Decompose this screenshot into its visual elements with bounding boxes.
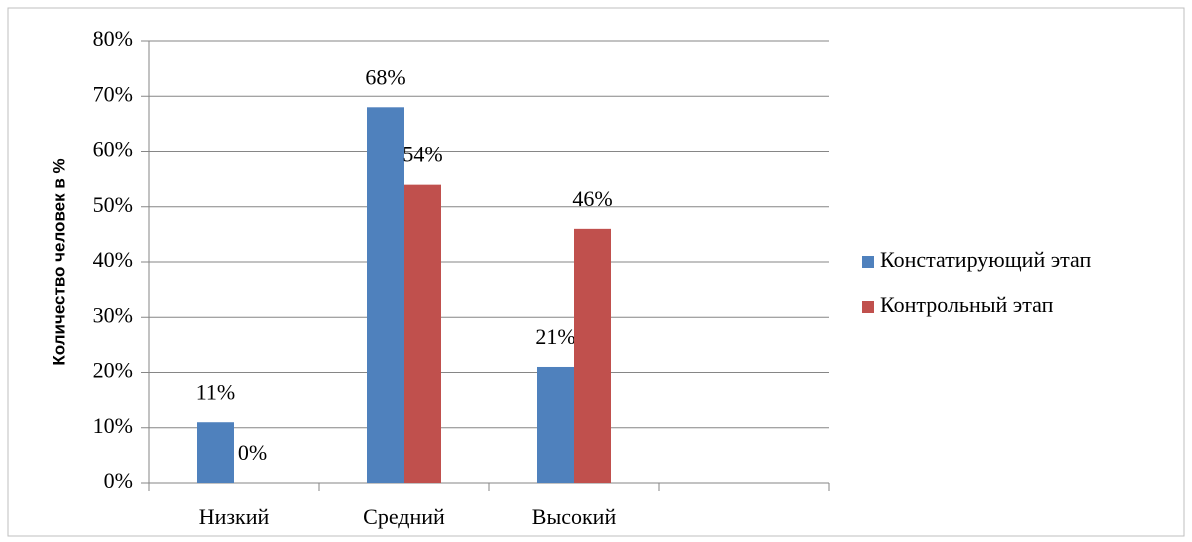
y-tick-label: 80% — [93, 26, 133, 51]
y-tick-label: 50% — [93, 192, 133, 217]
x-tick-label: Низкий — [199, 504, 270, 529]
x-tick-label: Средний — [363, 504, 445, 529]
y-tick-label: 30% — [93, 302, 133, 327]
value-label: 21% — [535, 324, 575, 349]
legend-swatch — [862, 301, 874, 313]
y-tick-label: 20% — [93, 358, 133, 383]
y-tick-label: 70% — [93, 81, 133, 106]
legend-label: Констатирующий этап — [880, 247, 1092, 272]
value-label: 0% — [238, 440, 267, 465]
y-tick-label: 0% — [104, 468, 133, 493]
bar — [197, 422, 234, 483]
value-label: 11% — [196, 379, 236, 404]
value-label: 68% — [365, 64, 405, 89]
legend-swatch — [862, 256, 874, 268]
y-tick-label: 60% — [93, 137, 133, 162]
value-label: 54% — [402, 142, 442, 167]
y-axis-title: Количество человек в % — [49, 158, 68, 365]
y-tick-label: 40% — [93, 247, 133, 272]
legend-label: Контрольный этап — [880, 292, 1054, 317]
bar — [404, 184, 441, 483]
y-tick-label: 10% — [93, 413, 133, 438]
bar — [574, 228, 611, 483]
bar — [537, 366, 574, 483]
x-tick-label: Высокий — [532, 504, 617, 529]
value-label: 46% — [572, 186, 612, 211]
bar — [367, 107, 404, 484]
